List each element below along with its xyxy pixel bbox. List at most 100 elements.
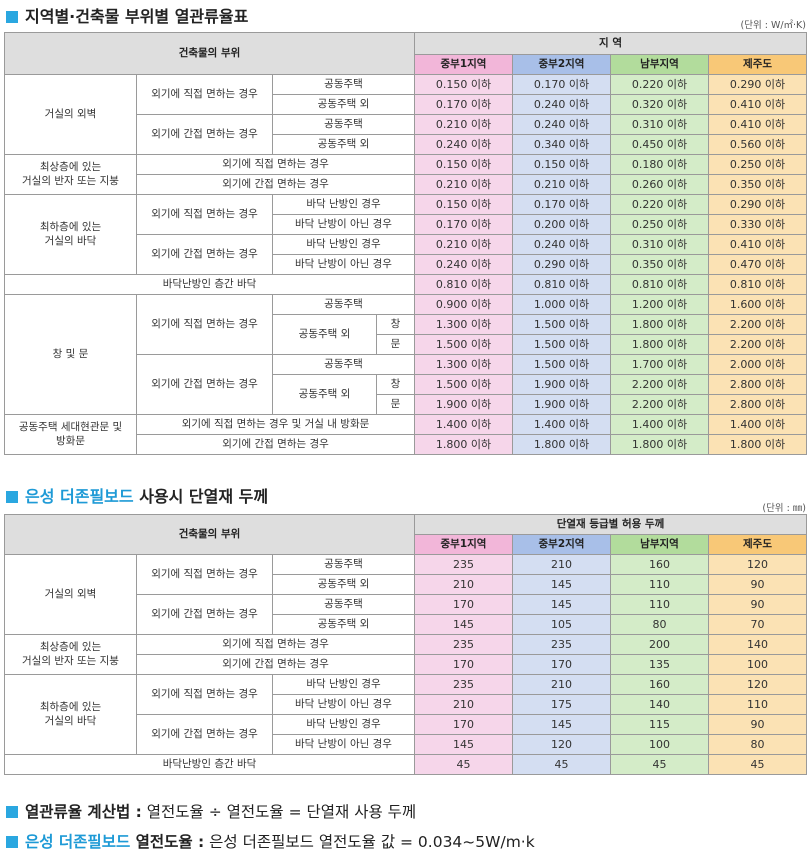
value-cell: 0.310 이하	[610, 114, 709, 135]
type-cell: 바닥 난방인 경우	[272, 194, 415, 215]
condition-cell: 외기에 직접 면하는 경우	[136, 554, 273, 595]
value-cell: 170	[512, 654, 611, 675]
type-cell: 공동주택 외	[272, 614, 415, 635]
value-cell: 1.900 이하	[512, 394, 611, 415]
section1-title: 지역별·건축물 부위별 열관류율표	[6, 3, 248, 27]
calc-note: 열관류율 계산법 : 열전도율 ÷ 열전도율 = 단열재 사용 두께	[6, 800, 416, 822]
value-cell: 0.810 이하	[610, 274, 709, 295]
value-cell: 110	[707, 694, 808, 715]
value-cell: 110	[610, 574, 709, 595]
value-cell: 0.170 이하	[414, 214, 513, 235]
value-cell: 0.260 이하	[610, 174, 709, 195]
value-cell: 0.220 이하	[610, 74, 709, 95]
condition-cell: 외기에 간접 면하는 경우	[136, 114, 273, 155]
header-zone-southern: 남부지역	[610, 54, 709, 75]
value-cell: 0.210 이하	[414, 234, 513, 255]
type-cell: 바닥 난방이 아닌 경우	[272, 254, 415, 275]
type-cell: 바닥 난방이 아닌 경우	[272, 734, 415, 755]
part-cell: 창 및 문	[4, 294, 137, 415]
value-cell: 160	[610, 554, 709, 575]
sub-type-cell: 문	[376, 334, 415, 355]
sub-type-cell: 창	[376, 314, 415, 335]
value-cell: 1.500 이하	[414, 374, 513, 395]
type-cell: 공동주택	[272, 554, 415, 575]
table-row: 최상층에 있는 거실의 반자 또는 지붕 외기에 직접 면하는 경우 235 2…	[4, 634, 808, 675]
table-row: 외기에 간접 면하는 경우 1.800 이하 1.800 이하 1.800 이하…	[5, 434, 808, 455]
value-cell: 0.150 이하	[512, 154, 611, 175]
value-cell: 45	[610, 754, 709, 775]
header-zone-southern: 남부지역	[610, 534, 709, 555]
header-zone-central2: 중부2지역	[512, 534, 611, 555]
value-cell: 1.300 이하	[414, 314, 513, 335]
value-cell: 1.500 이하	[512, 354, 611, 375]
condition-cell: 외기에 간접 면하는 경우	[136, 714, 273, 755]
condition-cell: 외기에 직접 면하는 경우	[136, 154, 415, 175]
table-row: 공동주택 외 0.240 이하 0.340 이하 0.450 이하 0.560 …	[5, 134, 808, 155]
value-cell: 0.170 이하	[414, 94, 513, 115]
value-cell: 0.410 이하	[707, 114, 808, 135]
type-cell: 공동주택 외	[272, 134, 415, 155]
table-row: 바닥 난방이 아닌 경우 210 175 140 110	[5, 694, 808, 715]
value-cell: 170	[414, 714, 513, 735]
value-cell: 0.350 이하	[707, 174, 808, 195]
value-cell: 210	[512, 554, 611, 575]
value-cell: 0.250 이하	[610, 214, 709, 235]
type-cell: 바닥 난방인 경우	[272, 674, 415, 695]
value-cell: 0.200 이하	[512, 214, 611, 235]
table-row: 공동주택 외 0.170 이하 0.240 이하 0.320 이하 0.410 …	[5, 94, 808, 115]
value-cell: 45	[512, 754, 611, 775]
value-cell: 120	[512, 734, 611, 755]
table-row: 바닥 난방이 아닌 경우 145 120 100 80	[5, 734, 808, 755]
value-cell: 175	[512, 694, 611, 715]
value-cell: 90	[707, 714, 808, 735]
part-cell: 바닥난방인 층간 바닥	[4, 754, 415, 775]
section1-unit: (단위 : W/㎡·K)	[740, 20, 806, 31]
value-cell: 0.340 이하	[512, 134, 611, 155]
table-row: 공동주택 외 창 1.300 이하 1.500 이하 1.800 이하 2.20…	[5, 314, 808, 355]
condition-cell: 외기에 직접 면하는 경우	[136, 74, 273, 115]
value-cell: 145	[512, 574, 611, 595]
value-cell: 0.210 이하	[512, 174, 611, 195]
condition-cell: 외기에 직접 면하는 경우	[136, 294, 273, 355]
header-zone-central2: 중부2지역	[512, 54, 611, 75]
value-cell: 0.240 이하	[512, 114, 611, 135]
part-cell: 거실의 외벽	[4, 554, 137, 635]
table-row: 공동주택 외 210 145 110 90	[5, 574, 808, 595]
value-cell: 1.800 이하	[610, 334, 709, 355]
header-region: 지 역	[413, 32, 808, 55]
sub-type-cell: 문	[376, 394, 415, 415]
type-cell: 공동주택	[272, 294, 415, 315]
value-cell: 200	[610, 634, 709, 655]
table-row: 공동주택 세대현관문 및 방화문 외기에 직접 면하는 경우 및 거실 내 방화…	[4, 414, 808, 455]
value-cell: 2.800 이하	[707, 394, 808, 415]
value-cell: 170	[414, 654, 513, 675]
condition-cell: 외기에 간접 면하는 경우	[136, 234, 273, 275]
value-cell: 1.800 이하	[512, 434, 611, 455]
value-cell: 110	[610, 594, 709, 615]
header-part: 건축물의 부위	[4, 32, 415, 75]
value-cell: 0.560 이하	[707, 134, 808, 155]
value-cell: 0.810 이하	[512, 274, 611, 295]
condition-cell: 외기에 직접 면하는 경우	[136, 674, 273, 715]
value-cell: 1.200 이하	[610, 294, 709, 315]
value-cell: 0.240 이하	[414, 254, 513, 275]
type-cell: 공동주택 외	[272, 374, 377, 415]
table-row: 최하층에 있는 거실의 바닥 외기에 직접 면하는 경우 바닥 난방인 경우 2…	[4, 674, 808, 755]
value-cell: 0.810 이하	[414, 274, 513, 295]
type-cell: 공동주택 외	[272, 94, 415, 115]
value-cell: 145	[512, 714, 611, 735]
section2-unit: (단위 : ㎜)	[762, 503, 806, 514]
value-cell: 0.150 이하	[414, 154, 513, 175]
condition-cell: 외기에 직접 면하는 경우	[136, 194, 273, 235]
condition-cell: 외기에 간접 면하는 경우	[136, 434, 415, 455]
value-cell: 1.300 이하	[414, 354, 513, 375]
value-cell: 1.700 이하	[610, 354, 709, 375]
value-cell: 45	[707, 754, 808, 775]
value-cell: 1.000 이하	[512, 294, 611, 315]
value-cell: 140	[707, 634, 808, 655]
value-cell: 115	[610, 714, 709, 735]
part-cell: 최하층에 있는 거실의 바닥	[4, 194, 137, 275]
table-row: 외기에 간접 면하는 경우 공동주택 170 145 110 90	[5, 594, 808, 635]
value-cell: 2.200 이하	[610, 394, 709, 415]
value-cell: 210	[512, 674, 611, 695]
